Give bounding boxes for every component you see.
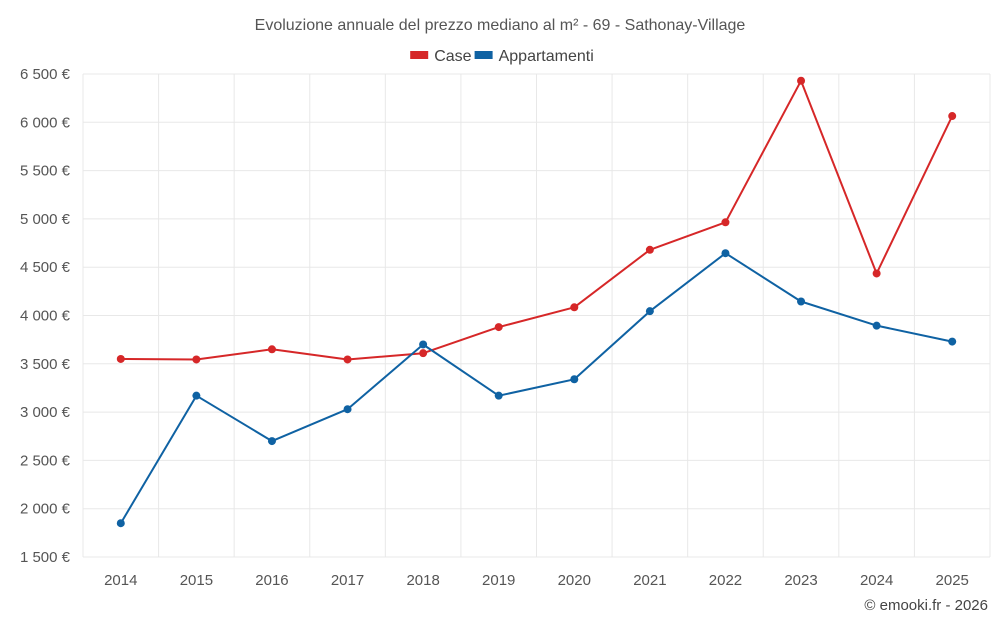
- y-tick-label: 4 500 €: [20, 259, 71, 276]
- data-point-appartamenti[interactable]: [343, 405, 352, 414]
- data-point-appartamenti[interactable]: [570, 375, 579, 384]
- y-tick-label: 5 000 €: [20, 211, 71, 228]
- data-point-case[interactable]: [192, 355, 201, 364]
- data-point-appartamenti[interactable]: [797, 297, 806, 306]
- x-tick-label: 2020: [558, 572, 591, 589]
- x-tick-label: 2018: [406, 572, 439, 589]
- x-tick-label: 2016: [255, 572, 288, 589]
- y-tick-label: 1 500 €: [20, 549, 71, 566]
- data-point-case[interactable]: [267, 345, 276, 354]
- data-point-case[interactable]: [570, 303, 579, 312]
- series: [116, 76, 957, 528]
- legend-label-case[interactable]: Case: [434, 48, 471, 65]
- y-tick-label: 2 000 €: [20, 501, 71, 518]
- y-tick-label: 3 000 €: [20, 404, 71, 421]
- series-line-appartamenti: [119, 252, 953, 524]
- legend-label-appartamenti[interactable]: Appartamenti: [499, 48, 594, 65]
- series-line-case: [120, 79, 954, 361]
- data-point-appartamenti[interactable]: [948, 337, 957, 346]
- grid: [82, 73, 991, 558]
- y-tick-label: 6 500 €: [20, 66, 71, 83]
- y-tick-label: 3 500 €: [20, 356, 71, 373]
- legend: Case Appartamenti: [410, 48, 594, 65]
- credit-text: © emooki.fr - 2026: [864, 597, 988, 614]
- data-point-appartamenti[interactable]: [872, 321, 881, 330]
- data-point-case[interactable]: [721, 218, 730, 227]
- data-point-appartamenti[interactable]: [419, 340, 428, 349]
- chart-title: Evoluzione annuale del prezzo mediano al…: [255, 17, 746, 34]
- legend-swatch-case: [410, 51, 429, 59]
- data-point-appartamenti[interactable]: [192, 391, 201, 400]
- data-point-appartamenti[interactable]: [721, 249, 730, 258]
- data-point-case[interactable]: [872, 269, 881, 278]
- data-point-case[interactable]: [645, 245, 654, 254]
- x-tick-label: 2015: [180, 572, 213, 589]
- data-point-appartamenti[interactable]: [494, 391, 503, 400]
- x-tick-label: 2022: [709, 572, 742, 589]
- data-point-case[interactable]: [116, 354, 125, 363]
- data-point-case[interactable]: [494, 323, 503, 332]
- y-tick-label: 4 000 €: [20, 308, 71, 325]
- x-tick-label: 2021: [633, 572, 666, 589]
- data-point-case[interactable]: [419, 349, 428, 358]
- data-point-appartamenti[interactable]: [267, 437, 276, 446]
- data-point-appartamenti[interactable]: [645, 307, 654, 316]
- y-tick-label: 5 500 €: [20, 163, 71, 180]
- x-tick-label: 2014: [104, 572, 137, 589]
- x-tick-label: 2017: [331, 572, 364, 589]
- y-tick-label: 6 000 €: [20, 114, 71, 131]
- x-tick-label: 2024: [860, 572, 893, 589]
- data-point-case[interactable]: [797, 76, 806, 85]
- legend-swatch-appartamenti: [474, 51, 493, 59]
- axes: 1 500 € 2 000 € 2 500 € 3 000 € 3 500 € 4 000…: [20, 66, 969, 589]
- x-tick-label: 2023: [784, 572, 817, 589]
- data-point-appartamenti[interactable]: [116, 519, 125, 528]
- data-point-case[interactable]: [343, 355, 352, 364]
- x-tick-label: 2025: [936, 572, 969, 589]
- data-point-case[interactable]: [948, 112, 957, 121]
- y-tick-label: 2 500 €: [20, 452, 71, 469]
- x-tick-label: 2019: [482, 572, 515, 589]
